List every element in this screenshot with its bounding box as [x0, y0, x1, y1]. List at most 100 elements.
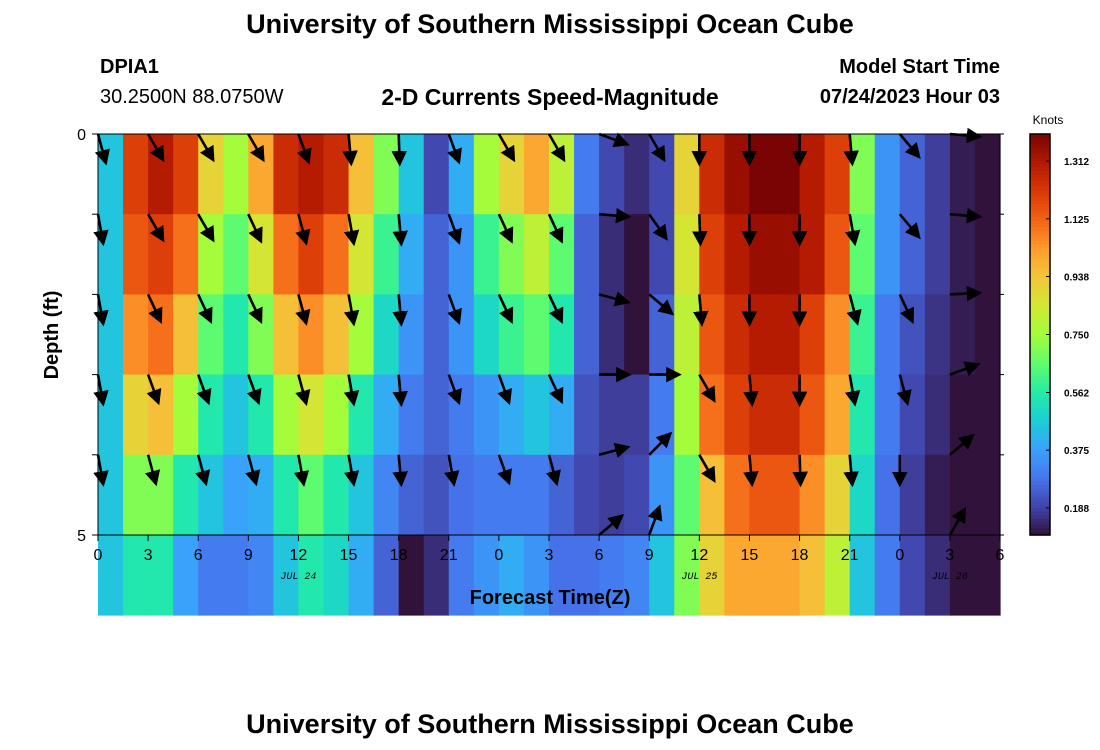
colorbar-segment — [1030, 364, 1050, 369]
colorbar-segment — [1030, 317, 1050, 322]
colorbar-segment — [1030, 281, 1050, 285]
date-label: JUL 26 — [932, 572, 968, 583]
colorbar-segment — [1030, 197, 1050, 202]
heatmap-cell — [674, 374, 700, 456]
colorbar-segment — [1030, 297, 1050, 302]
heatmap-cell — [473, 214, 500, 295]
heatmap-cell — [223, 535, 249, 616]
colorbar-segment — [1030, 374, 1050, 379]
colorbar-segment — [1030, 504, 1050, 509]
heatmap-cell — [248, 535, 274, 616]
heatmap-cell — [549, 374, 575, 456]
heatmap-cell — [749, 214, 776, 295]
heatmap-cell — [924, 535, 951, 616]
heatmap-cell — [348, 374, 375, 456]
date-label: JUL 25 — [681, 572, 717, 583]
colorbar-segment — [1030, 444, 1050, 449]
heatmap-cell — [824, 535, 851, 616]
heatmap-cell — [348, 454, 375, 536]
current-vector-arrow — [846, 294, 862, 326]
heatmap-cell — [824, 374, 851, 456]
x-tick-label: 15 — [340, 547, 358, 564]
colorbar-segment — [1030, 441, 1050, 446]
colorbar-segment — [1030, 307, 1050, 312]
current-vector-arrow — [392, 214, 408, 247]
current-vector-arrow — [743, 454, 759, 488]
heatmap-cell — [98, 454, 124, 536]
current-vector-arrow — [293, 454, 310, 487]
heatmap-cell — [974, 374, 1001, 456]
heatmap-cell — [123, 374, 149, 456]
colorbar-tick-label: 0.562 — [1064, 388, 1089, 399]
heatmap-cell — [173, 374, 199, 456]
heatmap-cell — [624, 535, 650, 616]
x-tick-label: 21 — [440, 547, 458, 564]
heatmap-cell — [423, 454, 450, 536]
heatmap-cell — [423, 535, 450, 616]
colorbar-segment — [1030, 140, 1050, 145]
colorbar-segment — [1030, 524, 1050, 529]
current-vector-arrow — [843, 133, 859, 167]
current-vector-arrow — [295, 374, 311, 407]
heatmap-cell — [674, 294, 700, 375]
current-vector-arrow — [844, 374, 861, 407]
x-tick-label: 21 — [841, 547, 859, 564]
x-tick-label: 12 — [690, 547, 708, 564]
colorbar-segment — [1030, 260, 1050, 265]
heatmap-cell — [473, 134, 500, 215]
heatmap-cell — [523, 134, 550, 215]
heatmap-cell — [373, 374, 400, 456]
current-vector-arrow — [896, 374, 912, 407]
current-vector-arrow — [93, 294, 109, 327]
heatmap-cell — [148, 294, 174, 375]
colorbar-segment — [1030, 327, 1050, 332]
colorbar-segment — [1030, 321, 1050, 326]
heatmap-cell — [373, 535, 400, 616]
colorbar-segment — [1030, 187, 1050, 192]
current-vector-arrow — [247, 293, 263, 324]
heatmap-cell — [899, 214, 926, 295]
heatmap-cell — [498, 214, 525, 295]
heatmap-cell — [649, 134, 675, 215]
current-vector-arrow — [392, 374, 408, 408]
heatmap-cell — [899, 294, 926, 375]
current-vector-arrow — [497, 374, 513, 406]
heatmap-cell — [423, 214, 450, 295]
heatmap-cell — [924, 374, 951, 456]
heatmap-cell — [849, 535, 876, 616]
colorbar-segment — [1030, 174, 1050, 179]
colorbar-segment — [1030, 361, 1050, 366]
heatmap-cell — [373, 454, 400, 536]
heatmap-cell — [298, 454, 325, 536]
heatmap-cell — [849, 454, 876, 536]
current-vector-arrow — [547, 213, 564, 244]
heatmap-cell — [323, 535, 350, 616]
heatmap-cell — [523, 294, 550, 375]
x-tick-label: 3 — [945, 547, 954, 564]
heatmap-cell — [223, 134, 249, 215]
heatmap-cell — [123, 454, 149, 536]
y-axis-label: Depth (ft) — [41, 291, 63, 380]
heatmap-cell — [223, 214, 249, 295]
heatmap-cell — [574, 294, 600, 375]
heatmap-cell — [123, 134, 149, 215]
heatmap-cell — [974, 134, 1001, 215]
heatmap-cell — [674, 535, 700, 616]
heatmap-cell — [924, 454, 951, 536]
colorbar-segment — [1030, 434, 1050, 439]
heatmap-cell — [574, 454, 600, 536]
heatmap-cell — [724, 134, 751, 215]
current-vector-arrow — [598, 442, 631, 458]
heatmap-cell — [874, 134, 901, 215]
heatmap-cell — [724, 454, 751, 536]
colorbar-segment — [1030, 250, 1050, 255]
heatmap-cell — [273, 374, 300, 456]
heatmap-cell — [398, 294, 425, 375]
colorbar-segment — [1030, 150, 1050, 155]
heatmap-cell — [498, 134, 525, 215]
heatmap-cell — [699, 134, 725, 215]
x-tick-label: 18 — [390, 547, 408, 564]
heatmap-cell — [799, 134, 826, 215]
heatmap-cell — [198, 535, 224, 616]
colorbar-segment — [1030, 267, 1050, 272]
